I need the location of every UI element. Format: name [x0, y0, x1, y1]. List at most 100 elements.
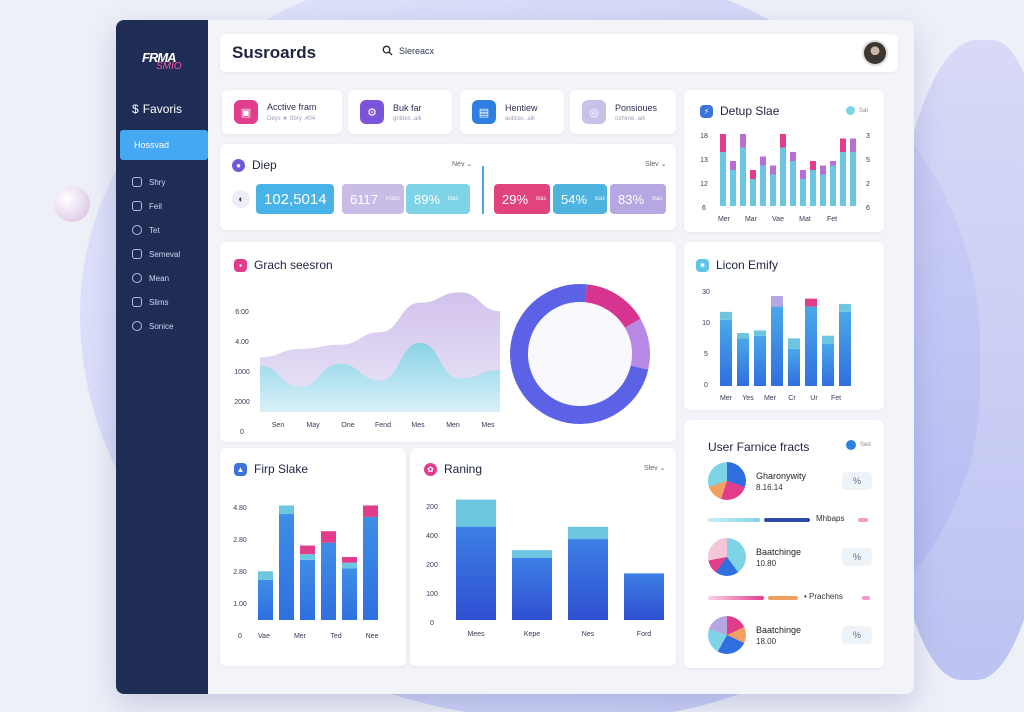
licon-bar	[737, 338, 749, 386]
detup-bar-cap	[740, 134, 746, 148]
donut-slice	[585, 284, 641, 328]
firp-bar-mid	[279, 505, 294, 515]
detup-bar-cap	[750, 170, 756, 179]
fract-pie-2	[708, 538, 746, 576]
avatar[interactable]	[862, 40, 888, 66]
detup-y-tick: 13	[700, 157, 708, 164]
sidebar-item-2[interactable]: Feil	[132, 194, 180, 218]
licon-bar	[839, 311, 851, 386]
detup-bar-cap	[770, 165, 776, 175]
grach-y-tick: 6:00	[235, 309, 249, 316]
firp-card: ▲ Firp Slake 4.80 2.80 2.80 1.00 0 Vae Mer Ted N…	[220, 448, 406, 666]
firp-bar-mid	[300, 554, 315, 560]
detup-bar-cap	[810, 161, 816, 170]
licon-bar	[771, 306, 783, 386]
grach-x-tick: One	[341, 422, 354, 429]
fract-chip-2[interactable]: %	[842, 548, 872, 566]
detup-bar	[740, 147, 746, 206]
detup-bar-cap	[790, 152, 796, 161]
detup-y2-tick: 2	[866, 181, 870, 188]
disp-card: ● Diep Nev ⌄ Slev ⌄ ◐ 102,5014 6117 Pods …	[220, 144, 676, 230]
fract-bar-label-1: Mhbaps	[816, 514, 845, 523]
detup-x-tick: Mer	[718, 216, 731, 223]
dashboard-window: FRMA SMIO $ Favoris Hossvad Shry Feil Te…	[116, 20, 914, 694]
detup-bar	[750, 179, 756, 206]
grach-x-tick: Men	[446, 422, 460, 429]
fract-row-2[interactable]: Baatchinge 10.80	[708, 538, 801, 576]
grach-y-tick: 4.00	[235, 339, 249, 346]
quick-card-2[interactable]: ⚙ Buk far grildes .aik	[348, 90, 452, 134]
favorites-link[interactable]: $ Favoris	[132, 102, 182, 116]
app-logo: FRMA SMIO	[142, 50, 182, 72]
sidebar-item-1[interactable]: Shry	[132, 170, 180, 194]
firp-bar-cap	[363, 505, 378, 517]
dropdown-2[interactable]: Slev ⌄	[645, 161, 667, 168]
raning-x-tick: Ford	[637, 631, 652, 638]
fract-row-1[interactable]: Gharonywity 8.16.14	[708, 462, 806, 500]
firp-title: Firp Slake	[254, 462, 309, 476]
licon-x-tick: Ur	[810, 395, 818, 402]
sidebar-item-4[interactable]: Semeval	[132, 242, 180, 266]
sidebar: FRMA SMIO $ Favoris Hossvad Shry Feil Te…	[116, 20, 208, 694]
sidebar-item-7[interactable]: Sonice	[132, 314, 180, 338]
firp-bar	[321, 542, 336, 620]
sidebar-item-6[interactable]: Slims	[132, 290, 180, 314]
settings-icon	[132, 249, 142, 259]
dropdown-1[interactable]: Nev ⌄	[452, 161, 473, 168]
detup-bar	[730, 170, 736, 206]
search-label: Slereacx	[399, 45, 435, 56]
licon-bar-cap	[805, 298, 817, 307]
toggle-icon[interactable]: ◐	[232, 190, 250, 208]
detup-bar	[810, 170, 816, 206]
lightning-icon: ⚡	[700, 104, 713, 118]
detup-chart: 18 13 12 6 3 5 2 6 Mer Mar Vae Mat Fet	[700, 133, 870, 223]
grach-x-tick: May	[306, 422, 320, 429]
user-fracts-legend: Sed	[846, 440, 871, 450]
quick-card-1[interactable]: ▣ Acctive fram Deys ★ Sbry .404	[222, 90, 342, 134]
detup-y-tick: 12	[700, 181, 708, 188]
fract-chip-1[interactable]: %	[842, 472, 872, 490]
grach-y-tick: 2000	[234, 399, 250, 406]
sidebar-item-5[interactable]: Mean	[132, 266, 180, 290]
car-icon: ▲	[234, 462, 247, 476]
detup-bar-cap	[800, 170, 806, 179]
fract-row-3[interactable]: Baatchinge 18.00	[708, 616, 801, 654]
app-icon: ▣	[234, 100, 258, 124]
circle-icon: ◎	[582, 100, 606, 124]
licon-title: Licon Emify	[716, 258, 779, 272]
licon-y-tick: 10	[702, 320, 710, 327]
licon-bar-cap	[771, 296, 783, 307]
raning-x-tick: Kepe	[524, 631, 540, 638]
detup-bar-cap	[730, 161, 736, 170]
firp-bar-mid	[258, 571, 273, 580]
sidebar-item-3[interactable]: Tet	[132, 218, 180, 242]
raning-x-tick: Nes	[582, 631, 595, 638]
grach-x-tick: Sen	[272, 422, 285, 429]
detup-y-tick: 6	[702, 205, 706, 212]
fract-chip-3[interactable]: %	[842, 626, 872, 644]
detup-x-tick: Mat	[799, 216, 811, 223]
fract-pie-1	[708, 462, 746, 500]
licon-bar	[805, 306, 817, 386]
firp-bar-cap	[321, 531, 336, 543]
search-box[interactable]: Slereacx	[382, 45, 434, 56]
quick-card-3[interactable]: ▤ Hentiew autlces .aik	[460, 90, 564, 134]
licon-x-tick: Cr	[788, 395, 796, 402]
user-fracts-title: User Farnice fracts	[708, 440, 810, 454]
firp-bar-cap	[342, 557, 357, 563]
licon-bar-cap	[788, 338, 800, 349]
raning-dropdown[interactable]: Slev ⌄	[644, 465, 666, 472]
grach-y-tick: 0	[240, 429, 244, 436]
firp-y-tick: 2.80	[233, 569, 247, 576]
licon-y-tick: 5	[704, 351, 708, 358]
firp-x-tick: Nee	[366, 633, 379, 640]
file-icon	[132, 201, 142, 211]
detup-bar	[820, 174, 826, 206]
detup-bar	[770, 174, 776, 206]
sidebar-item-active[interactable]: Hossvad	[120, 130, 208, 160]
gear-icon: ✷	[696, 258, 709, 272]
divider	[482, 166, 484, 214]
detup-bar	[840, 152, 846, 206]
detup-title: Detup Slae	[720, 104, 780, 118]
quick-card-4[interactable]: ◎ Ponsioues oshime .aik	[570, 90, 676, 134]
